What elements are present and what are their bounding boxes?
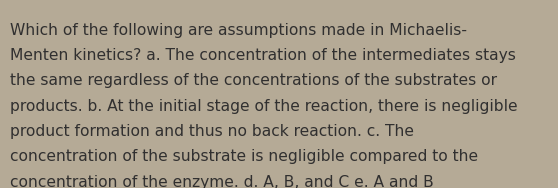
Text: products. b. At the initial stage of the reaction, there is negligible: products. b. At the initial stage of the… — [10, 99, 518, 114]
Text: concentration of the substrate is negligible compared to the: concentration of the substrate is neglig… — [10, 149, 478, 164]
Text: Which of the following are assumptions made in Michaelis-: Which of the following are assumptions m… — [10, 23, 467, 38]
Text: the same regardless of the concentrations of the substrates or: the same regardless of the concentration… — [10, 73, 497, 88]
Text: concentration of the enzyme. d. A, B, and C e. A and B: concentration of the enzyme. d. A, B, an… — [10, 175, 434, 188]
Text: product formation and thus no back reaction. c. The: product formation and thus no back react… — [10, 124, 414, 139]
Text: Menten kinetics? a. The concentration of the intermediates stays: Menten kinetics? a. The concentration of… — [10, 48, 516, 63]
